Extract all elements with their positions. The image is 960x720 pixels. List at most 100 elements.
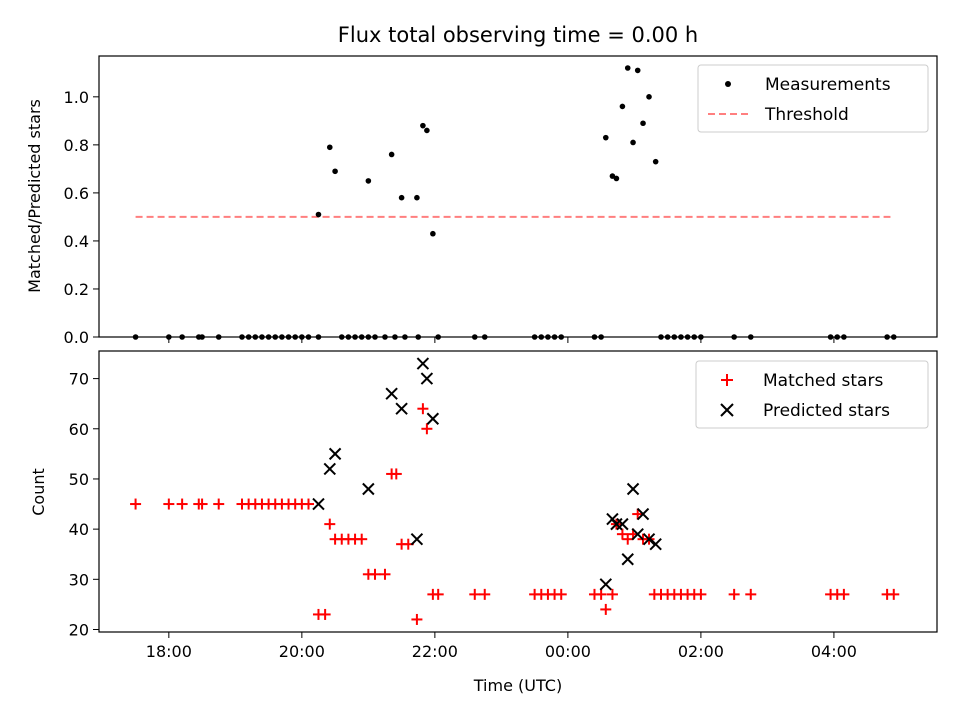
matched-star-point — [632, 508, 644, 520]
predicted-star-point — [420, 372, 434, 385]
x-tick-label: 20:00 — [279, 642, 325, 661]
ratio-x-ticks — [168, 337, 835, 343]
measurement-point — [640, 120, 646, 127]
ratio-y-axis-label: Matched/Predicted stars — [25, 99, 44, 293]
count-x-ticks: 18:00 20:00 22:00 00:00 02:00 04:00 — [146, 632, 857, 661]
legend-matched-label: Matched stars — [763, 371, 883, 391]
count-legend: Matched stars Predicted stars — [695, 360, 929, 429]
predicted-star-point — [416, 357, 430, 370]
predicted-star-point — [649, 537, 662, 551]
y-tick-label: 0.8 — [64, 136, 89, 155]
matched-star-point — [595, 588, 607, 600]
matched-star-point — [303, 498, 314, 510]
matched-star-point — [390, 468, 402, 480]
y-tick-label: 40 — [69, 520, 89, 539]
predicted-star-point — [631, 527, 644, 541]
count-y-axis-label: Count — [29, 468, 48, 516]
measurement-point — [365, 178, 372, 184]
measurement-point — [624, 65, 631, 71]
x-tick-label: 02:00 — [678, 642, 724, 661]
matched-star-point — [888, 588, 900, 600]
y-tick-label: 20 — [69, 620, 89, 639]
ratio-plot-area — [132, 65, 897, 340]
ratio-y-ticks: 0.0 0.2 0.4 0.6 0.8 1.0 — [64, 88, 99, 347]
y-tick-label: 0.2 — [64, 280, 89, 299]
matched-star-point — [324, 518, 336, 530]
matched-star-point — [411, 613, 423, 625]
matched-star-point — [176, 498, 188, 510]
matched-star-point — [369, 568, 381, 580]
predicted-star-point — [636, 507, 650, 521]
ratio-legend-box — [697, 64, 929, 133]
measurement-point — [630, 139, 636, 146]
y-tick-label: 70 — [69, 370, 89, 389]
measurement-point — [326, 144, 333, 151]
count-legend-box — [695, 360, 929, 429]
predicted-star-point — [395, 402, 408, 415]
matched-star-point — [745, 588, 757, 600]
legend-matched-marker — [721, 374, 733, 386]
matched-star-point — [600, 603, 612, 615]
y-tick-label: 60 — [69, 420, 89, 439]
matched-star-point — [130, 498, 142, 510]
x-tick-label: 04:00 — [811, 642, 857, 661]
measurement-point — [613, 175, 620, 182]
measurement-point — [420, 122, 426, 129]
chart-title: Flux total observing time = 0.00 h — [338, 23, 698, 47]
count-y-ticks: 20 30 40 50 60 70 — [69, 370, 99, 639]
measurement-point — [619, 103, 626, 110]
matched-star-point — [555, 588, 567, 600]
legend-measurements-marker — [725, 81, 731, 87]
measurement-point — [430, 230, 436, 237]
x-tick-label: 18:00 — [146, 642, 192, 661]
matched-star-point — [421, 423, 433, 435]
ratio-legend: Measurements Threshold — [697, 64, 929, 133]
matched-star-point — [213, 498, 225, 510]
measurement-point — [398, 194, 405, 201]
measurement-point — [652, 158, 659, 165]
x-axis-label: Time (UTC) — [473, 676, 562, 695]
predicted-star-point — [410, 532, 424, 546]
ratio-axes-frame — [98, 55, 938, 338]
matched-star-point — [163, 498, 175, 510]
measurement-point — [424, 127, 430, 134]
legend-threshold-label: Threshold — [764, 105, 849, 125]
matched-star-point — [319, 608, 331, 620]
y-tick-label: 0.4 — [64, 232, 89, 251]
matched-star-point — [417, 403, 429, 415]
measurement-point — [315, 211, 322, 218]
predicted-star-point — [626, 482, 640, 496]
predicted-star-point — [323, 462, 336, 476]
matched-star-point — [196, 498, 208, 510]
predicted-star-point — [621, 553, 634, 566]
predicted-star-point — [385, 387, 398, 400]
measurement-point — [602, 134, 609, 141]
measurement-point — [646, 94, 652, 100]
matched-star-point — [838, 588, 850, 600]
matched-star-point — [622, 533, 634, 545]
y-tick-label: 30 — [69, 570, 89, 589]
matched-star-point — [356, 533, 368, 545]
matched-star-point — [606, 588, 618, 600]
measurement-point — [634, 67, 641, 74]
measurement-point — [388, 151, 395, 158]
count-axes-frame — [98, 350, 938, 633]
predicted-star-point — [616, 517, 629, 531]
y-tick-label: 1.0 — [64, 88, 89, 107]
x-tick-label: 22:00 — [412, 642, 458, 661]
predicted-star-point — [362, 482, 375, 496]
matched-star-point — [379, 568, 391, 580]
predicted-star-point — [642, 532, 656, 546]
legend-measurements-label: Measurements — [765, 75, 891, 95]
x-tick-label: 00:00 — [545, 642, 591, 661]
measurement-point — [414, 194, 420, 201]
y-tick-label: 50 — [69, 470, 89, 489]
predicted-star-point — [328, 447, 342, 461]
ratio-panel: Flux total observing time = 0.00 h 0.00.… — [25, 23, 938, 347]
legend-predicted-marker — [720, 403, 734, 417]
count-plot-area — [130, 357, 900, 625]
matched-star-point — [616, 528, 628, 540]
count-panel: 20 30 40 50 60 70 18:00 20:00 22:00 00:00 02:00 04… — [29, 350, 938, 695]
predicted-star-point — [426, 412, 440, 425]
